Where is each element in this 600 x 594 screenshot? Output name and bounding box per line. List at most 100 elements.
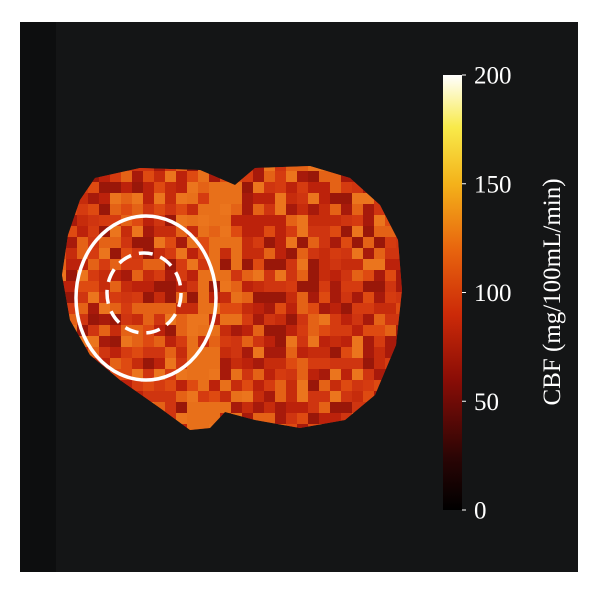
pixel [275, 314, 286, 325]
pixel [154, 204, 165, 215]
pixel [154, 380, 165, 391]
pixel [275, 248, 286, 259]
pixel [363, 380, 374, 391]
pixel [77, 215, 88, 226]
pixel [77, 281, 88, 292]
pixel [330, 314, 341, 325]
pixel [220, 215, 231, 226]
pixel [275, 380, 286, 391]
pixel [187, 171, 198, 182]
pixel [187, 292, 198, 303]
pixel [66, 237, 77, 248]
pixel [66, 259, 77, 270]
pixel [242, 336, 253, 347]
pixel [297, 182, 308, 193]
pixel [330, 402, 341, 413]
pixel [165, 182, 176, 193]
pixel [253, 380, 264, 391]
pixel [220, 292, 231, 303]
pixel [319, 347, 330, 358]
pixel [264, 292, 275, 303]
pixel [319, 226, 330, 237]
pixel [88, 325, 99, 336]
pixel [352, 182, 363, 193]
pixel [319, 402, 330, 413]
pixel [176, 237, 187, 248]
pixel [121, 358, 132, 369]
pixel [319, 281, 330, 292]
pixel [99, 270, 110, 281]
pixel [385, 270, 396, 281]
pixel [121, 314, 132, 325]
pixel [165, 270, 176, 281]
pixel [374, 358, 385, 369]
pixel [275, 237, 286, 248]
pixel [341, 259, 352, 270]
pixel [121, 325, 132, 336]
pixel [308, 413, 319, 424]
pixel [264, 270, 275, 281]
pixel [176, 226, 187, 237]
pixel [363, 358, 374, 369]
pixel [132, 215, 143, 226]
pixel [88, 226, 99, 237]
pixel [242, 259, 253, 270]
pixel [352, 215, 363, 226]
pixel [121, 248, 132, 259]
pixel [264, 204, 275, 215]
pixel [143, 193, 154, 204]
pixel [297, 325, 308, 336]
pixel [308, 226, 319, 237]
pixel [396, 248, 402, 259]
pixel [308, 215, 319, 226]
pixel [286, 259, 297, 270]
pixel [330, 391, 341, 402]
pixel [330, 292, 341, 303]
pixel [275, 358, 286, 369]
pixel [154, 281, 165, 292]
pixel [231, 270, 242, 281]
pixel [297, 369, 308, 380]
pixel [110, 215, 121, 226]
pixel [341, 248, 352, 259]
pixel [352, 259, 363, 270]
pixel [220, 347, 231, 358]
pixel [352, 248, 363, 259]
pixel [121, 347, 132, 358]
pixel [176, 281, 187, 292]
pixel [187, 325, 198, 336]
pixel [363, 292, 374, 303]
pixel [253, 259, 264, 270]
pixel [99, 281, 110, 292]
pixel [308, 166, 319, 171]
colorbar-tick-label: 200 [474, 63, 512, 90]
pixel [308, 182, 319, 193]
pixel [88, 281, 99, 292]
pixel [132, 358, 143, 369]
pixel [231, 369, 242, 380]
pixel [88, 204, 99, 215]
pixel [220, 259, 231, 270]
pixel [154, 358, 165, 369]
pixel [77, 303, 88, 314]
pixel [154, 270, 165, 281]
pixel [297, 166, 308, 171]
pixel [264, 248, 275, 259]
pixel [165, 336, 176, 347]
pixel [330, 281, 341, 292]
pixel [99, 303, 110, 314]
pixel [209, 402, 220, 413]
pixel [220, 281, 231, 292]
pixel [385, 259, 396, 270]
pixel [99, 248, 110, 259]
pixel [220, 204, 231, 215]
pixel [253, 204, 264, 215]
pixel [187, 424, 198, 430]
pixel [62, 270, 66, 281]
pixel [253, 413, 264, 424]
pixel [176, 336, 187, 347]
pixel [319, 182, 330, 193]
pixel [242, 325, 253, 336]
pixel [209, 391, 220, 402]
pixel [154, 215, 165, 226]
